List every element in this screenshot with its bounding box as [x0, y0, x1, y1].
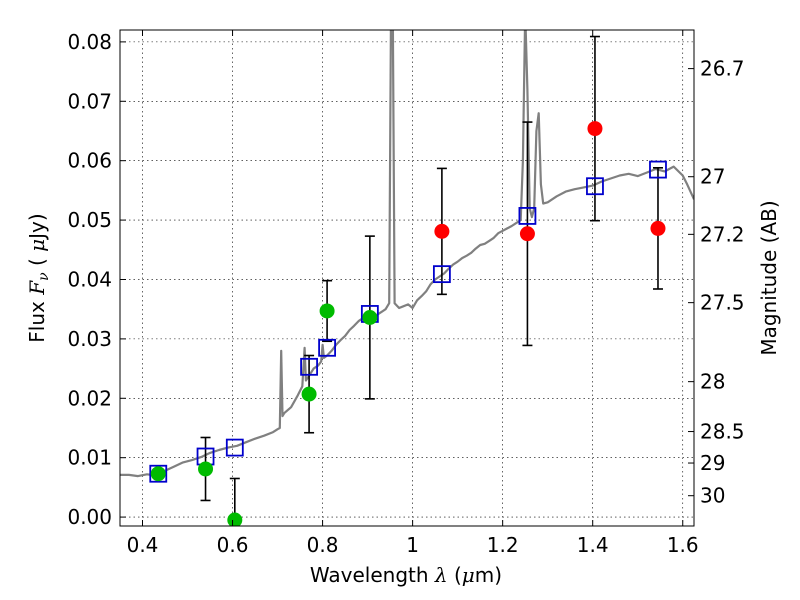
observed-optical-point: [362, 310, 378, 326]
observed-optical-point: [198, 461, 214, 477]
model-photometry-square: [300, 357, 318, 376]
model-photometry-square: [518, 207, 537, 225]
y2-tick-label: 30: [700, 484, 725, 508]
observed-nir-point: [519, 226, 535, 242]
observed-optical-point: [227, 512, 243, 526]
y-tick-label: 0.06: [67, 149, 112, 173]
model-photometry-square: [586, 177, 604, 196]
model-photometry-square: [149, 464, 168, 483]
plot-background: [120, 30, 694, 526]
plot-frame: [119, 29, 695, 527]
x-tick-label: 1: [406, 533, 419, 557]
x-tick-label: 0.4: [127, 533, 159, 557]
model-spectrum-line: [120, 30, 694, 478]
x-tick-label: 1.4: [577, 533, 609, 557]
observed-nir-point: [650, 220, 666, 236]
model-photometry-square: [649, 160, 667, 179]
x-tick-label: 1.6: [667, 533, 699, 557]
observed-optical-point: [319, 303, 335, 319]
y2-tick-label: 26.7: [700, 57, 745, 81]
x-tick-label: 0.6: [217, 533, 249, 557]
y-tick-label: 0.05: [67, 208, 112, 232]
tick-labels: 0.4 0.6 0.8 1 1.2 1.4 1.6 0.00 0.01 0.02 0.03 0.04 0…: [67, 30, 744, 557]
observed-optical-point: [301, 386, 317, 402]
y2-tick-label: 27.5: [700, 291, 745, 315]
observed-points-layer: [150, 121, 666, 526]
y-tick-label: 0.00: [67, 505, 112, 529]
y-tick-label: 0.03: [67, 327, 112, 351]
y-tick-label: 0.04: [67, 267, 112, 291]
grid-lines: [120, 30, 694, 526]
y2-axis-title: Magnitude (AB): [757, 200, 781, 355]
y-axis-title: Flux Fν ( μJy): [25, 213, 52, 342]
y-tick-label: 0.01: [67, 446, 112, 470]
y-tick-label: 0.08: [67, 30, 112, 54]
observed-nir-point: [434, 223, 450, 239]
y-tick-label: 0.02: [67, 386, 112, 410]
observed-optical-point: [150, 466, 166, 482]
y2-tick-label: 29: [700, 451, 725, 475]
model-photometry-square: [432, 265, 451, 284]
model-photometry-square: [225, 438, 244, 457]
axis-ticks: [120, 30, 694, 526]
y2-tick-label: 28.5: [700, 420, 745, 444]
y2-tick-label: 27: [700, 165, 725, 189]
model-spectrum-layer: [120, 30, 694, 478]
y-tick-label: 0.07: [67, 89, 112, 113]
x-tick-label: 0.8: [307, 533, 339, 557]
y2-tick-label: 27.2: [700, 222, 745, 246]
x-tick-label: 1.2: [487, 533, 519, 557]
observed-nir-point: [587, 121, 603, 137]
model-photometry-square: [318, 338, 336, 357]
x-axis-title: Wavelength λ (μm): [310, 563, 502, 587]
y2-tick-label: 28: [700, 370, 725, 394]
